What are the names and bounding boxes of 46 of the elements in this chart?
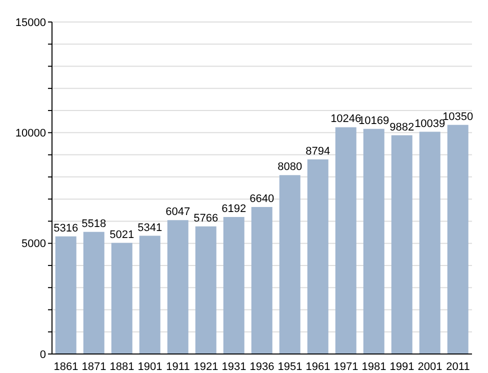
bar xyxy=(167,220,188,354)
x-tick-label: 1901 xyxy=(138,360,162,373)
x-tick-label: 1881 xyxy=(110,360,134,373)
data-label: 5021 xyxy=(110,228,134,241)
x-tick-label: 1921 xyxy=(194,360,218,373)
bar xyxy=(335,127,356,354)
x-tick-label: 1871 xyxy=(82,360,106,373)
bar xyxy=(363,128,384,354)
data-label: 9882 xyxy=(390,121,414,134)
x-tick-label: 1911 xyxy=(166,360,190,373)
x-tick-label: 1861 xyxy=(54,360,78,373)
y-tick-label: 5000 xyxy=(22,238,46,250)
x-tick-label: 1971 xyxy=(334,360,358,373)
bar xyxy=(223,216,244,354)
x-tick-label: 1951 xyxy=(278,360,302,373)
bar xyxy=(279,175,300,354)
x-tick-label: 1961 xyxy=(306,360,330,373)
bar xyxy=(419,132,440,354)
data-label: 6192 xyxy=(222,202,246,215)
data-label: 6047 xyxy=(166,206,190,218)
bar xyxy=(195,226,216,354)
data-label: 5766 xyxy=(194,212,218,224)
bar xyxy=(447,124,468,354)
data-label: 10039 xyxy=(414,118,446,130)
x-tick-label: 1936 xyxy=(250,360,274,373)
bar xyxy=(391,135,412,354)
data-label: 5316 xyxy=(54,222,78,234)
bar xyxy=(139,236,160,354)
y-tick-label: 10000 xyxy=(15,128,46,140)
x-tick-label: 2011 xyxy=(446,360,470,373)
data-label: 5518 xyxy=(82,218,106,230)
x-tick-label: 2001 xyxy=(418,360,442,373)
bar xyxy=(251,207,272,354)
data-label: 8080 xyxy=(278,161,302,174)
bar xyxy=(307,159,328,354)
data-label: 6640 xyxy=(250,193,274,206)
y-tick-label: 15000 xyxy=(15,16,46,29)
y-tick-label: 0 xyxy=(40,348,46,361)
bar xyxy=(83,232,104,354)
x-tick-label: 1931 xyxy=(222,360,246,373)
x-tick-label: 1991 xyxy=(390,360,414,373)
data-label: 8794 xyxy=(306,145,330,158)
data-label: 5341 xyxy=(138,222,162,234)
x-tick-label: 1981 xyxy=(362,360,386,373)
bar xyxy=(55,236,76,354)
bar xyxy=(111,242,132,354)
